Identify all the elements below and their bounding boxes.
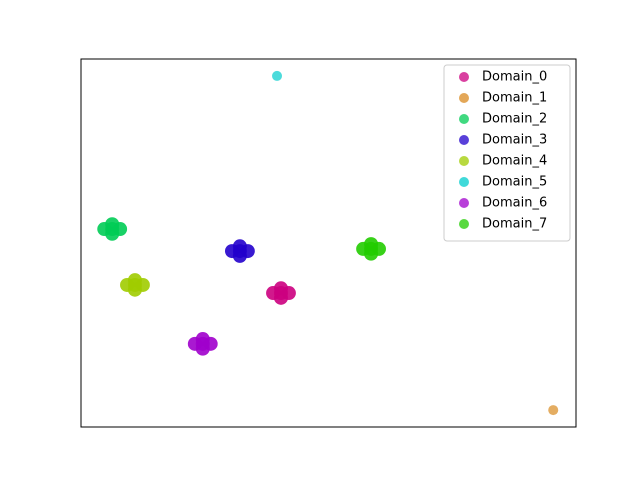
point: [127, 273, 142, 288]
legend-label: Domain_0: [482, 70, 547, 85]
legend-box: [443, 64, 571, 242]
legend-label: Domain_3: [482, 133, 547, 148]
legend-label: Domain_2: [482, 112, 547, 127]
legend-marker: [459, 177, 469, 187]
legend-label: Domain_5: [482, 175, 547, 190]
legend-marker: [459, 72, 469, 82]
legend-marker: [459, 93, 469, 103]
legend-label: Domain_4: [482, 154, 547, 169]
point: [273, 281, 288, 296]
legend-marker: [459, 114, 469, 124]
legend-marker: [459, 156, 469, 166]
legend-label: Domain_1: [482, 91, 547, 106]
legend-marker: [459, 219, 469, 229]
point: [232, 248, 247, 263]
point: [364, 237, 379, 252]
point: [195, 341, 210, 356]
point: [232, 239, 247, 254]
legend-label: Domain_6: [482, 196, 547, 211]
point: [364, 246, 379, 261]
point: [105, 217, 120, 232]
legend-marker: [459, 135, 469, 145]
point: [548, 405, 559, 416]
point: [127, 282, 142, 297]
point: [272, 70, 283, 81]
legend-label: Domain_7: [482, 217, 547, 232]
legend-marker: [459, 198, 469, 208]
point: [273, 290, 288, 305]
point: [105, 226, 120, 241]
plot-frame: [80, 58, 577, 428]
point: [195, 332, 210, 347]
